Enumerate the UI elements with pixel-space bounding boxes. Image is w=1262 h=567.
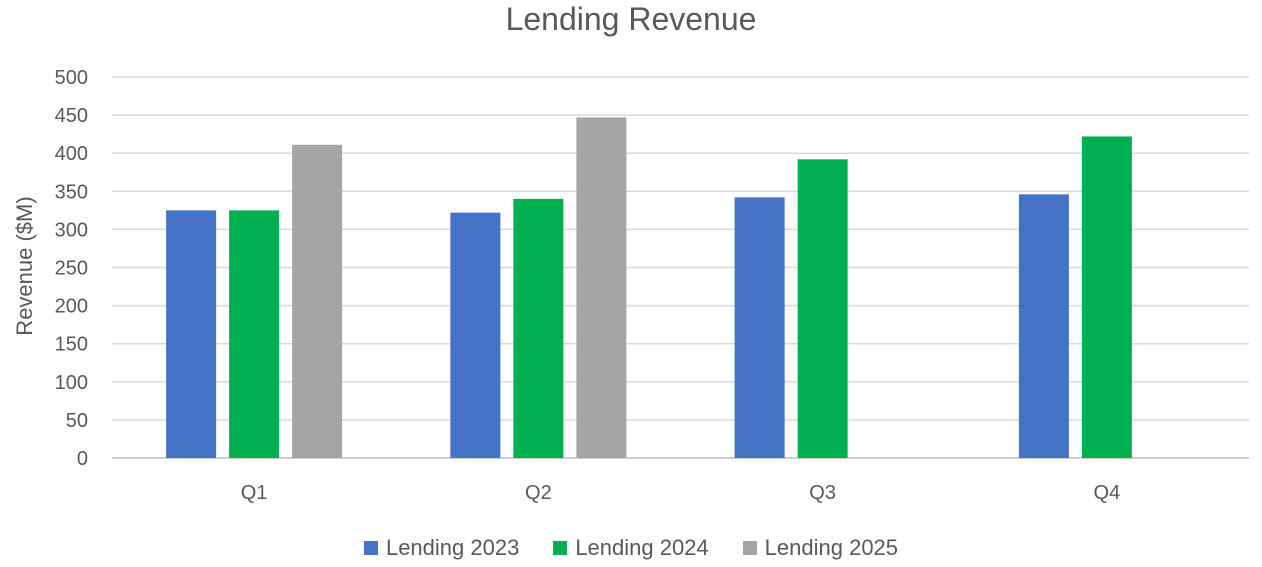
y-tick-label: 0 (77, 448, 88, 470)
y-tick-label: 300 (55, 219, 88, 241)
legend-label: Lending 2023 (385, 535, 520, 560)
bar-lending-2024-q3 (797, 159, 848, 458)
legend-swatch (742, 541, 757, 555)
legend-label: Lending 2025 (764, 535, 899, 560)
y-tick-label: 450 (55, 105, 88, 127)
legend-label: Lending 2024 (575, 535, 709, 560)
bar-lending-2023-q3 (734, 197, 785, 458)
y-tick-label: 150 (55, 334, 88, 356)
y-tick-label: 100 (55, 372, 88, 394)
x-tick-label: Q4 (1094, 482, 1121, 504)
bar-lending-2023-q1 (166, 210, 217, 458)
legend-swatch (363, 541, 378, 555)
chart-title: Lending Revenue (505, 1, 757, 37)
y-tick-label: 400 (55, 143, 88, 165)
legend-item: Lending 2025 (742, 535, 899, 561)
bar-lending-2025-q1 (292, 144, 343, 458)
x-tick-label: Q2 (525, 482, 552, 504)
x-tick-label: Q3 (809, 482, 836, 504)
y-tick-label: 500 (55, 67, 88, 89)
y-tick-label: 350 (55, 181, 88, 203)
x-tick-label: Q1 (241, 482, 268, 504)
bar-lending-2023-q2 (450, 212, 501, 458)
legend-item: Lending 2024 (553, 535, 709, 561)
bar-lending-2023-q4 (1018, 194, 1069, 458)
legend-item: Lending 2023 (363, 535, 520, 561)
y-tick-label: 50 (66, 410, 88, 432)
y-tick-label: 250 (55, 258, 88, 280)
bar-lending-2024-q1 (229, 210, 280, 458)
legend-swatch (553, 541, 568, 555)
legend: Lending 2023 Lending 2024 Lending 2025 (0, 534, 1262, 562)
bar-lending-2025-q2 (576, 117, 627, 459)
y-tick-label: 200 (55, 296, 88, 318)
bar-lending-2024-q4 (1081, 136, 1132, 458)
bar-lending-2024-q2 (513, 198, 564, 459)
